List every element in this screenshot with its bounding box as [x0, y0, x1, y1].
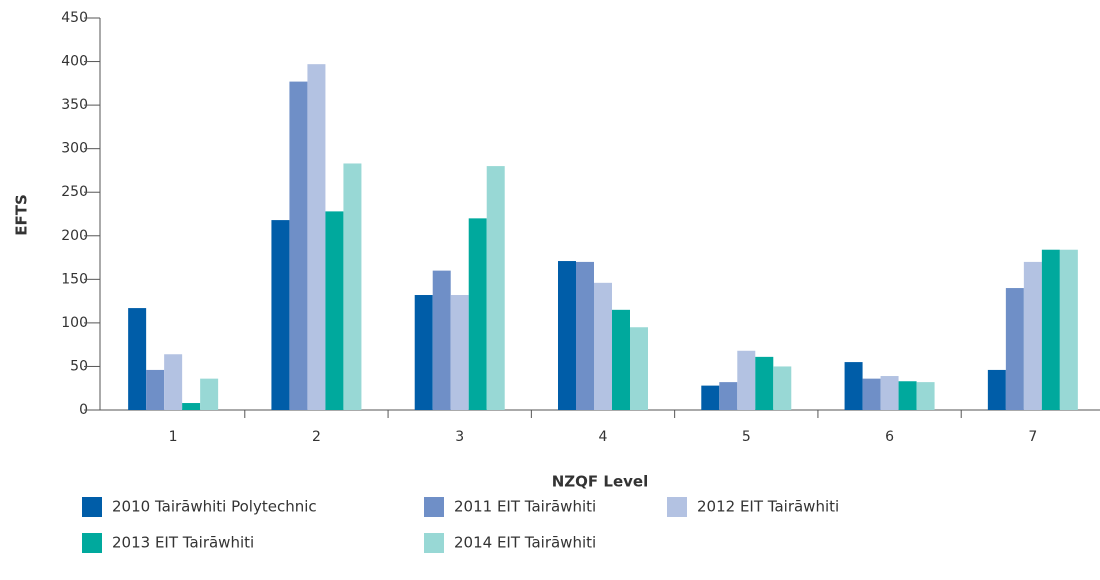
bar [916, 382, 935, 410]
bar [594, 282, 612, 410]
bar [576, 261, 594, 410]
legend-swatch [82, 533, 102, 553]
bar [1059, 249, 1078, 410]
bar [719, 382, 738, 410]
y-tick-label: 400 [61, 54, 88, 70]
bar [1005, 288, 1024, 410]
y-tick-label: 350 [61, 97, 88, 113]
y-tick-label: 150 [61, 271, 88, 287]
y-tick-label: 300 [61, 141, 88, 157]
x-tick-label: 4 [599, 429, 608, 445]
bar [414, 295, 433, 410]
bar [146, 369, 165, 410]
bar [773, 366, 792, 410]
bar [468, 218, 487, 410]
y-tick-label: 100 [61, 315, 88, 331]
legend-label: 2014 EIT Tairāwhiti [454, 534, 596, 552]
y-tick-label: 450 [61, 10, 88, 26]
bar [1023, 261, 1042, 410]
bar [271, 220, 290, 410]
bar [450, 295, 469, 410]
y-tick-label: 200 [61, 228, 88, 244]
bar [164, 354, 183, 410]
bar [325, 211, 344, 410]
x-axis-label: NZQF Level [552, 473, 648, 491]
bar [755, 356, 774, 410]
bar [612, 309, 630, 410]
x-tick-label: 6 [885, 429, 894, 445]
legend-label: 2012 EIT Tairāwhiti [697, 498, 839, 516]
bar [737, 350, 756, 410]
bar [289, 81, 308, 410]
bar [844, 362, 863, 410]
bar [987, 369, 1006, 410]
bar [1041, 249, 1060, 410]
legend-label: 2013 EIT Tairāwhiti [112, 534, 254, 552]
x-tick-label: 5 [742, 429, 751, 445]
y-tick-label: 50 [70, 358, 88, 374]
bar [558, 261, 576, 410]
legend-swatch [424, 533, 444, 553]
bar [200, 378, 219, 410]
y-tick-label: 250 [61, 184, 88, 200]
bar [486, 166, 505, 410]
bar [128, 308, 147, 410]
x-tick-label: 1 [169, 429, 178, 445]
x-tick-label: 7 [1028, 429, 1037, 445]
bar [182, 403, 201, 410]
legend-label: 2011 EIT Tairāwhiti [454, 498, 596, 516]
legend-swatch [424, 497, 444, 517]
y-tick-label: 0 [79, 402, 88, 418]
legend-swatch [82, 497, 102, 517]
x-tick-label: 2 [312, 429, 321, 445]
bar [862, 378, 881, 410]
bar [898, 381, 917, 410]
x-tick-label: 3 [455, 429, 464, 445]
bar [701, 385, 720, 410]
legend-swatch [667, 497, 687, 517]
bar [307, 64, 326, 411]
bar [343, 163, 362, 410]
bar [880, 376, 899, 410]
bar [630, 327, 648, 410]
y-axis-label: EFTS [13, 194, 31, 236]
legend-label: 2010 Tairāwhiti Polytechnic [112, 498, 317, 516]
bar [432, 270, 451, 410]
